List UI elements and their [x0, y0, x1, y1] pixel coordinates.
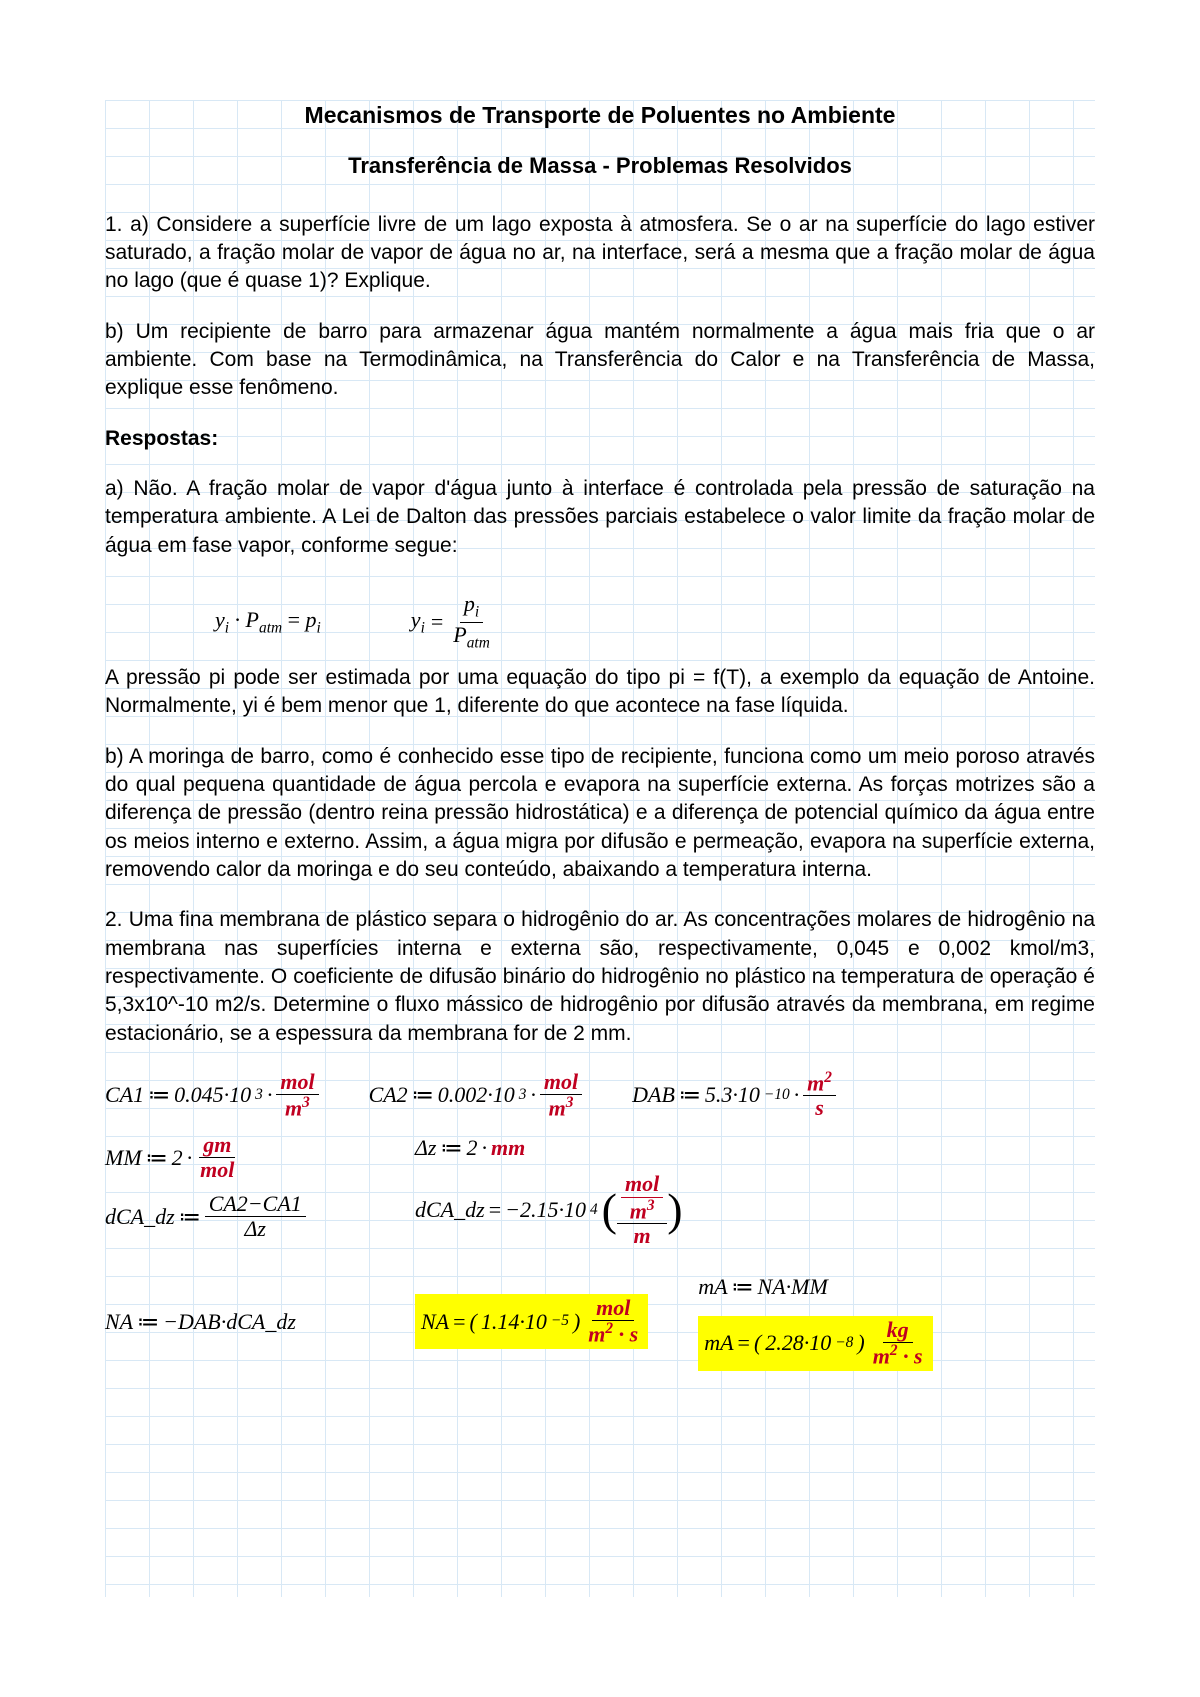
- calc-row-3: NA ≔ −DAB·dCA_dz NA = (1.14·10−5) mol m2…: [105, 1272, 1095, 1370]
- page: Mecanismos de Transporte de Poluentes no…: [0, 0, 1200, 1697]
- def-DAB: DAB ≔ 5.3·10−10 · m2 s: [632, 1070, 836, 1121]
- def-dCA: dCA_dz ≔ CA2−CA1 Δz: [105, 1192, 365, 1241]
- calc-row-1: CA1 ≔ 0.045·103 · mol m3 CA2 ≔ 0.002·103…: [105, 1070, 1095, 1121]
- content-area: Mecanismos de Transporte de Poluentes no…: [105, 100, 1095, 1371]
- def-dz: Δz ≔ 2 · mm: [415, 1133, 683, 1163]
- answer-1b: b) A moringa de barro, como é conhecido …: [105, 743, 1095, 885]
- calc-row-2: MM ≔ 2 · gm mol dCA_dz ≔ CA2−CA1: [105, 1133, 1095, 1249]
- title-main: Mecanismos de Transporte de Poluentes no…: [105, 100, 1095, 131]
- def-MM: MM ≔ 2 · gm mol: [105, 1133, 365, 1182]
- def-NA: NA ≔ −DAB·dCA_dz: [105, 1307, 365, 1337]
- question-1b: b) Um recipiente de barro para armazenar…: [105, 318, 1095, 403]
- def-CA2: CA2 ≔ 0.002·103 · mol m3: [369, 1070, 583, 1121]
- eq1-right: yi = pi Patm: [411, 592, 494, 652]
- res-dCA: dCA_dz = −2.15·104 ( mol m3: [415, 1172, 683, 1248]
- calculation-block: CA1 ≔ 0.045·103 · mol m3 CA2 ≔ 0.002·103…: [105, 1070, 1095, 1371]
- equation-row-1: yi · Patm = pi yi = pi Patm: [105, 582, 1095, 664]
- answer-1a-cont: A pressão pi pode ser estimada por uma e…: [105, 664, 1095, 721]
- answers-label: Respostas:: [105, 425, 1095, 453]
- def-mA: mA ≔ NA·MM: [698, 1272, 932, 1302]
- question-1a: 1. a) Considere a superfície livre de um…: [105, 211, 1095, 296]
- answer-1a: a) Não. A fração molar de vapor d'água j…: [105, 475, 1095, 560]
- fraction: pi Patm: [449, 592, 494, 652]
- question-2: 2. Uma fina membrana de plástico separa …: [105, 906, 1095, 1048]
- eq1-left: yi · Patm = pi: [215, 605, 321, 639]
- result-mA: mA = (2.28·10−8) kg m2 · s: [698, 1316, 932, 1371]
- def-CA1: CA1 ≔ 0.045·103 · mol m3: [105, 1070, 319, 1121]
- title-sub: Transferência de Massa - Problemas Resol…: [105, 151, 1095, 181]
- result-NA: NA = (1.14·10−5) mol m2 · s: [415, 1294, 648, 1349]
